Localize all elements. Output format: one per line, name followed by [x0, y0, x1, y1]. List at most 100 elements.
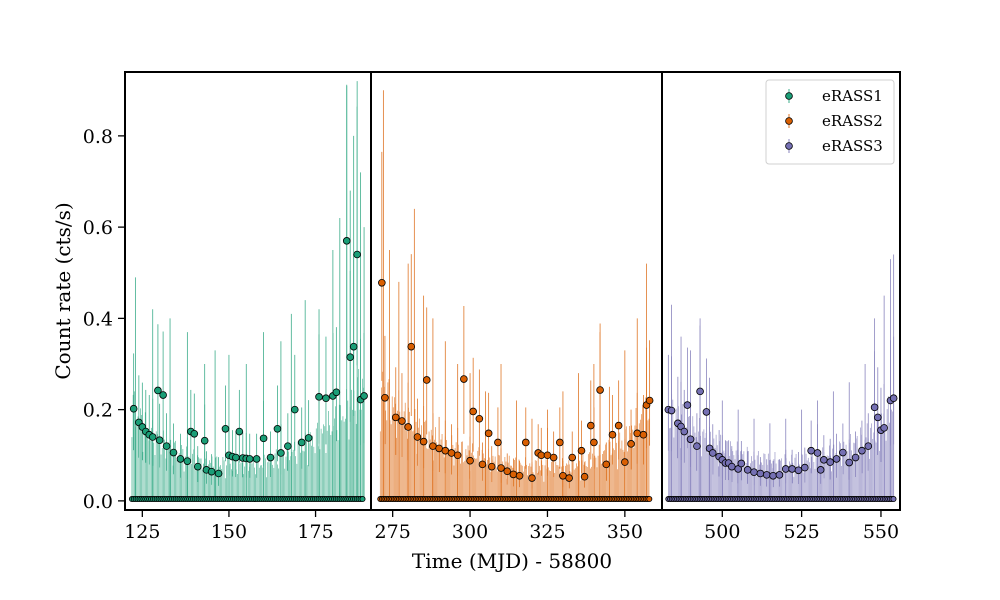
x-tick-label: 500	[704, 521, 740, 543]
data-point	[487, 462, 496, 471]
y-tick-label: 0.0	[83, 491, 113, 513]
data-point	[864, 442, 873, 450]
data-point	[750, 468, 758, 476]
data-point	[686, 435, 695, 444]
data-point	[580, 472, 589, 481]
data-point	[169, 448, 178, 457]
data-point	[880, 424, 888, 432]
data-point	[608, 430, 617, 439]
data-point	[315, 393, 323, 401]
data-point	[667, 406, 676, 415]
x-tick-label: 275	[375, 521, 411, 543]
data-point	[252, 455, 261, 463]
data-point	[435, 444, 443, 453]
data-point	[873, 413, 882, 422]
data-point	[639, 430, 648, 439]
data-point	[290, 405, 299, 414]
legend-item-erass1: eRASS1	[785, 87, 883, 105]
data-point	[503, 467, 512, 476]
data-point	[349, 342, 358, 351]
x-tick-label: 175	[297, 521, 333, 543]
data-point	[680, 427, 689, 436]
legend-label: eRASS3	[822, 137, 883, 155]
data-point	[214, 469, 223, 478]
data-point	[478, 460, 487, 469]
data-point	[870, 403, 879, 412]
data-point	[614, 421, 623, 430]
data-point	[353, 250, 361, 259]
data-point	[627, 440, 635, 448]
data-point	[419, 437, 428, 446]
data-point	[190, 430, 199, 438]
data-point	[577, 446, 586, 455]
legend-marker	[785, 142, 793, 150]
data-point	[304, 434, 313, 442]
data-point	[466, 456, 474, 465]
data-point	[176, 455, 185, 463]
data-point	[693, 442, 701, 450]
data-point	[193, 462, 202, 471]
data-point	[702, 408, 711, 416]
legend-label: eRASS1	[822, 87, 883, 105]
data-point	[200, 436, 209, 445]
data-point	[332, 388, 341, 397]
data-point	[497, 464, 505, 472]
panels-layer: 125 150 175 275 300 325 350 500 525 550 0.0 0.2 0.4 0…	[83, 71, 901, 543]
x-tick-label: 125	[124, 521, 160, 543]
data-point	[259, 434, 268, 443]
data-point	[342, 237, 351, 245]
data-point	[221, 424, 230, 433]
x-tick-label: 300	[452, 521, 488, 543]
panel-data-erass2	[377, 90, 654, 503]
data-point	[515, 471, 524, 480]
data-point	[494, 438, 502, 447]
data-point	[460, 375, 468, 383]
data-point	[794, 466, 803, 475]
data-point	[378, 278, 386, 287]
floor-point	[890, 496, 897, 503]
data-point	[207, 467, 216, 476]
legend: eRASS1 eRASS2 eRASS3	[765, 79, 895, 165]
data-point	[148, 433, 157, 441]
data-point	[521, 438, 530, 447]
legend-marker	[785, 92, 793, 100]
panel-erass3: 500 525 550	[661, 71, 901, 543]
data-point	[183, 457, 192, 465]
data-point	[775, 471, 784, 479]
data-point	[743, 466, 752, 474]
x-tick-label: 325	[529, 521, 565, 543]
data-point	[781, 465, 790, 473]
data-point	[297, 438, 306, 447]
data-point	[509, 470, 518, 479]
data-point	[708, 449, 717, 457]
data-point	[559, 471, 567, 480]
data-point	[129, 404, 138, 413]
data-point	[839, 448, 847, 457]
data-point	[537, 451, 546, 460]
data-point	[813, 449, 822, 457]
data-point	[696, 387, 704, 396]
legend-item-erass2: eRASS2	[785, 112, 883, 130]
data-point	[820, 456, 828, 464]
data-point	[429, 442, 437, 450]
y-tick-label: 0.4	[83, 308, 113, 330]
data-point	[398, 417, 406, 425]
data-point	[277, 449, 285, 457]
data-point	[645, 396, 654, 405]
data-point	[756, 469, 765, 478]
data-point	[391, 413, 400, 422]
data-point	[159, 391, 167, 399]
y-axis-label: Count rate (cts/s)	[51, 202, 75, 379]
data-point	[346, 353, 355, 361]
data-point	[788, 465, 796, 473]
data-point	[769, 471, 777, 480]
data-point	[453, 451, 462, 460]
data-point	[235, 427, 244, 436]
data-point	[162, 442, 171, 450]
data-point	[816, 466, 825, 474]
data-point	[683, 401, 692, 409]
data-point	[858, 446, 866, 455]
data-point	[568, 453, 577, 462]
data-point	[441, 446, 450, 455]
